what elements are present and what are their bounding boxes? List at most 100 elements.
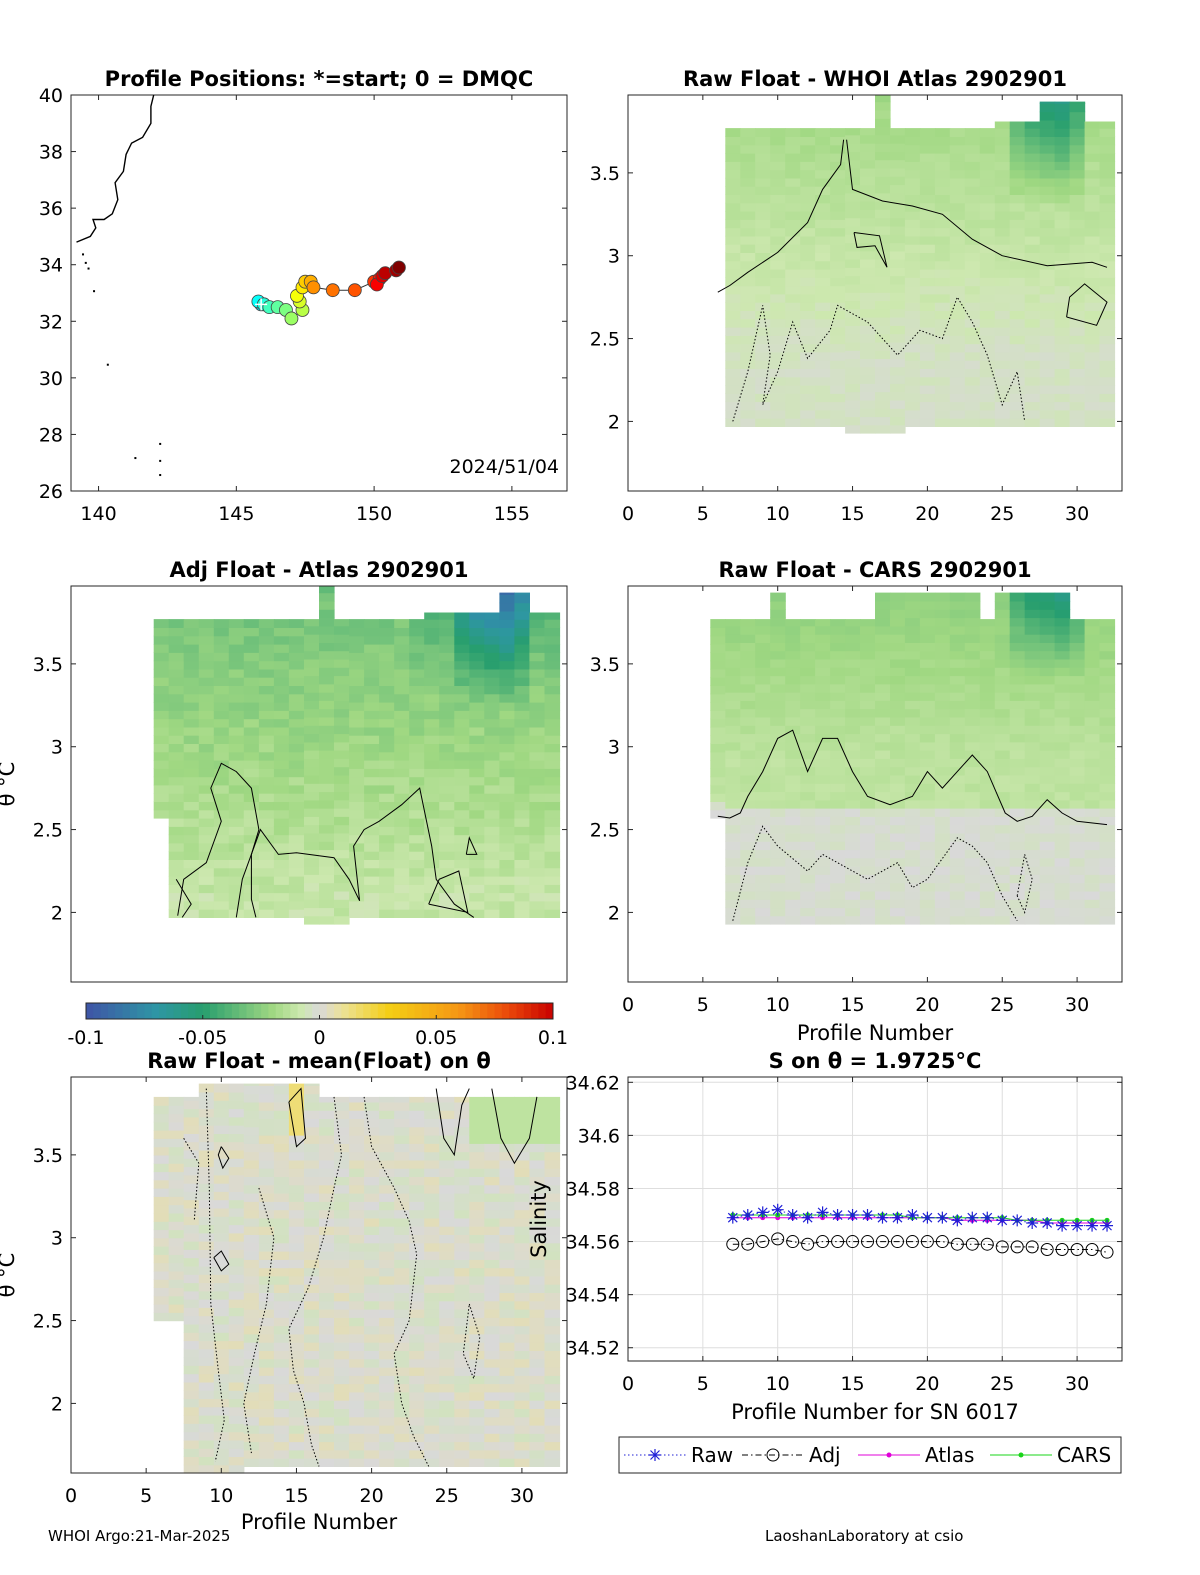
- heatmap-cell: [1009, 667, 1026, 677]
- heatmap-cell: [725, 791, 741, 801]
- heatmap-cell: [964, 915, 981, 925]
- heatmap-cell: [785, 642, 801, 652]
- heatmap-cell: [994, 121, 1011, 129]
- heatmap-cell: [875, 167, 891, 177]
- heatmap-cell: [979, 285, 996, 295]
- heatmap-cell: [875, 259, 891, 268]
- heatmap-cell: [1009, 907, 1026, 917]
- heatmap-cell: [454, 1118, 470, 1128]
- heatmap-cell: [439, 776, 455, 786]
- heatmap-cell: [424, 710, 440, 720]
- heatmap-cell: [228, 760, 245, 769]
- heatmap-cell: [949, 285, 966, 295]
- heatmap-cell: [815, 741, 831, 751]
- heatmap-cell: [1024, 799, 1041, 809]
- heatmap-cell: [529, 909, 545, 918]
- heatmap-cell: [785, 619, 801, 627]
- heatmap-cell: [228, 652, 245, 662]
- x-tick-label: 20: [915, 994, 939, 1016]
- colorbar-cell: [275, 1003, 284, 1019]
- heatmap-cell: [153, 702, 170, 711]
- heatmap-cell: [890, 234, 906, 244]
- heatmap-cell: [394, 1118, 410, 1128]
- heatmap-cell: [890, 650, 906, 660]
- heatmap-cell: [379, 735, 395, 744]
- heatmap-cell: [304, 1458, 320, 1467]
- heatmap-cell: [979, 335, 996, 345]
- heatmap-cell: [529, 809, 545, 819]
- heatmap-cell: [845, 209, 861, 219]
- heatmap-cell: [949, 260, 966, 270]
- heatmap-cell: [904, 866, 921, 875]
- heatmap-cell: [964, 799, 981, 809]
- heatmap-cell: [770, 609, 786, 619]
- y-tick-label: 2.5: [33, 820, 63, 842]
- heatmap-cell: [800, 277, 816, 287]
- heatmap-cell: [319, 824, 335, 834]
- heatmap-cell: [755, 725, 771, 735]
- heatmap-cell: [409, 1184, 425, 1194]
- heatmap-cell: [183, 1257, 200, 1267]
- heatmap-cell: [979, 650, 996, 660]
- heatmap-cell: [409, 1135, 425, 1144]
- heatmap-cell: [379, 627, 395, 637]
- heatmap-cell: [964, 824, 981, 834]
- heatmap-cell: [830, 799, 846, 809]
- heatmap-cell: [904, 634, 921, 643]
- heatmap-cell: [499, 660, 515, 670]
- profile-position-marker: [306, 280, 321, 295]
- heatmap-cell: [499, 602, 515, 612]
- heatmap-cell: [243, 644, 260, 653]
- heatmap-cell: [934, 658, 951, 668]
- heatmap-cell: [1009, 700, 1026, 710]
- heatmap-cell: [198, 1381, 215, 1391]
- heatmap-cell: [904, 260, 921, 270]
- heatmap-cell: [1039, 617, 1056, 627]
- heatmap-cell: [544, 1193, 561, 1202]
- heatmap-cell: [424, 1408, 440, 1418]
- heatmap-cell: [198, 1439, 215, 1449]
- heatmap-cell: [1039, 899, 1056, 909]
- heatmap-cell: [258, 876, 275, 885]
- heatmap-cell: [288, 826, 305, 836]
- heatmap-cell: [860, 350, 876, 360]
- heatmap-cell: [379, 1284, 395, 1293]
- heatmap-cell: [288, 644, 305, 653]
- heatmap-cell: [394, 702, 410, 711]
- heatmap-cell: [514, 1375, 530, 1385]
- heatmap-cell: [379, 1408, 395, 1418]
- heatmap-cell: [288, 1391, 305, 1401]
- heatmap-cell: [454, 710, 470, 720]
- heatmap-cell: [304, 1126, 320, 1136]
- heatmap-cell: [258, 1201, 275, 1211]
- heatmap-cell: [860, 700, 876, 710]
- heatmap-cell: [740, 393, 756, 403]
- heatmap-cell: [499, 685, 515, 695]
- heatmap-cell: [1009, 741, 1026, 751]
- heatmap-cell: [815, 866, 831, 875]
- heatmap-cell: [1024, 269, 1041, 278]
- heatmap-cell: [394, 909, 410, 918]
- heatmap-cell: [875, 399, 891, 409]
- heatmap-cell: [394, 1408, 410, 1418]
- heatmap-cell: [860, 333, 876, 343]
- heatmap-cell: [979, 136, 996, 146]
- heatmap-cell: [439, 627, 455, 637]
- heatmap-cell: [304, 1259, 320, 1269]
- heatmap-cell: [183, 1216, 200, 1226]
- heatmap-cell: [198, 1340, 215, 1350]
- heatmap-cell: [710, 619, 726, 628]
- heatmap-cell: [379, 1350, 395, 1360]
- heatmap-cell: [544, 1317, 561, 1327]
- heatmap-cell: [1084, 791, 1101, 801]
- heatmap-cell: [469, 1333, 485, 1343]
- heatmap-cell: [1009, 808, 1026, 817]
- heatmap-cell: [770, 808, 786, 817]
- heatmap-cell: [1024, 186, 1041, 195]
- heatmap-cell: [319, 1209, 335, 1219]
- heatmap-cell: [213, 635, 230, 645]
- heatmap-cell: [934, 327, 951, 336]
- heatmap-cell: [439, 652, 455, 662]
- heatmap-cell: [830, 161, 846, 171]
- heatmap-cell: [319, 774, 335, 784]
